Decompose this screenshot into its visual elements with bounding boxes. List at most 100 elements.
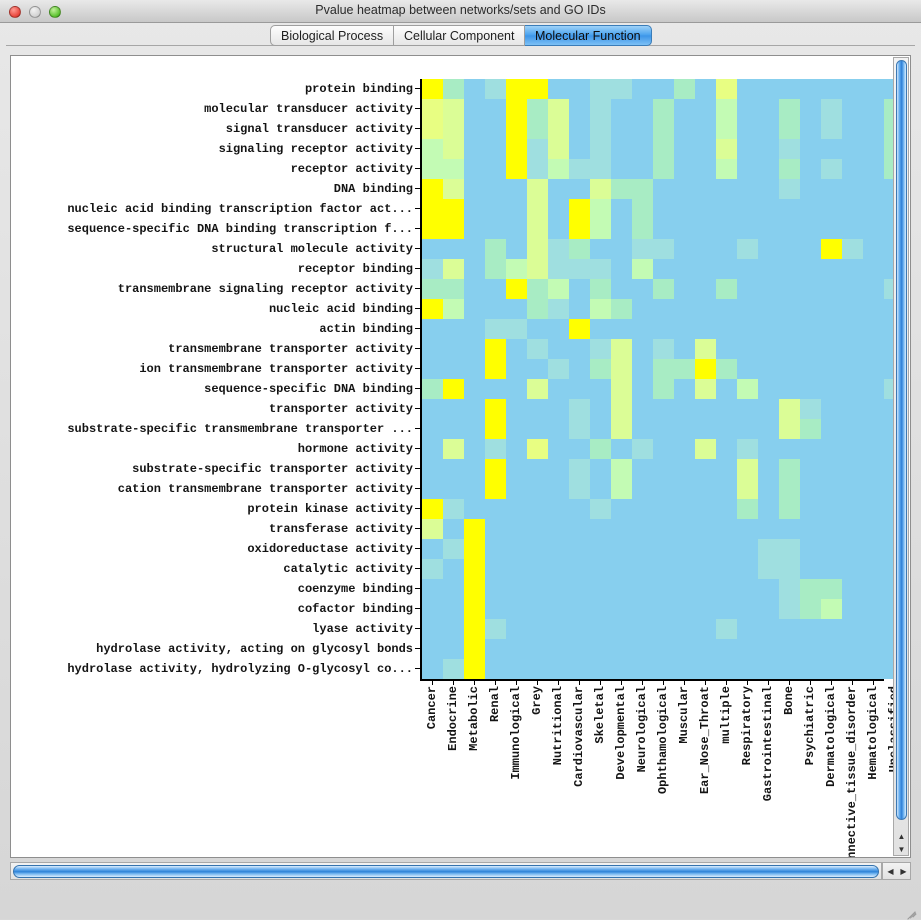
- heatmap-cell[interactable]: [884, 299, 895, 319]
- heatmap-cell[interactable]: [611, 419, 632, 439]
- heatmap-cell[interactable]: [632, 179, 653, 199]
- heatmap-cell[interactable]: [611, 379, 632, 399]
- heatmap-cell[interactable]: [695, 79, 716, 99]
- heatmap-cell[interactable]: [863, 159, 884, 179]
- heatmap-cell[interactable]: [422, 259, 443, 279]
- heatmap-cell[interactable]: [443, 99, 464, 119]
- heatmap-cell[interactable]: [695, 279, 716, 299]
- heatmap-cell[interactable]: [485, 159, 506, 179]
- heatmap-cell[interactable]: [758, 399, 779, 419]
- heatmap-cell[interactable]: [821, 399, 842, 419]
- heatmap-cell[interactable]: [611, 639, 632, 659]
- heatmap-cell[interactable]: [800, 439, 821, 459]
- heatmap-cell[interactable]: [548, 599, 569, 619]
- heatmap-cell[interactable]: [506, 239, 527, 259]
- heatmap-cell[interactable]: [569, 439, 590, 459]
- heatmap-cell[interactable]: [548, 119, 569, 139]
- heatmap-cell[interactable]: [842, 319, 863, 339]
- heatmap-cell[interactable]: [527, 639, 548, 659]
- heatmap-cell[interactable]: [821, 279, 842, 299]
- heatmap-cell[interactable]: [422, 379, 443, 399]
- heatmap-cell[interactable]: [800, 659, 821, 679]
- heatmap-cell[interactable]: [506, 639, 527, 659]
- heatmap-cell[interactable]: [821, 579, 842, 599]
- heatmap-cell[interactable]: [506, 499, 527, 519]
- heatmap-cell[interactable]: [842, 499, 863, 519]
- heatmap-cell[interactable]: [527, 659, 548, 679]
- heatmap-cell[interactable]: [884, 259, 895, 279]
- heatmap-cell[interactable]: [884, 79, 895, 99]
- heatmap-cell[interactable]: [422, 79, 443, 99]
- heatmap-cell[interactable]: [443, 139, 464, 159]
- heatmap-cell[interactable]: [737, 359, 758, 379]
- heatmap-cell[interactable]: [485, 179, 506, 199]
- heatmap-cell[interactable]: [506, 619, 527, 639]
- heatmap-cell[interactable]: [821, 139, 842, 159]
- heatmap-cell[interactable]: [548, 339, 569, 359]
- heatmap-cell[interactable]: [884, 599, 895, 619]
- heatmap-cell[interactable]: [464, 279, 485, 299]
- heatmap-cell[interactable]: [611, 439, 632, 459]
- heatmap-cell[interactable]: [653, 359, 674, 379]
- heatmap-cell[interactable]: [443, 559, 464, 579]
- heatmap-cell[interactable]: [737, 479, 758, 499]
- heatmap-cell[interactable]: [548, 299, 569, 319]
- heatmap-cell[interactable]: [464, 179, 485, 199]
- heatmap-cell[interactable]: [884, 119, 895, 139]
- heatmap-cell[interactable]: [632, 379, 653, 399]
- heatmap-cell[interactable]: [695, 599, 716, 619]
- heatmap-cell[interactable]: [443, 219, 464, 239]
- heatmap-cell[interactable]: [590, 579, 611, 599]
- heatmap-cell[interactable]: [443, 199, 464, 219]
- heatmap-cell[interactable]: [632, 199, 653, 219]
- heatmap-cell[interactable]: [779, 439, 800, 459]
- heatmap-cell[interactable]: [611, 399, 632, 419]
- heatmap-cell[interactable]: [590, 399, 611, 419]
- heatmap-cell[interactable]: [779, 179, 800, 199]
- heatmap-cell[interactable]: [590, 439, 611, 459]
- heatmap-cell[interactable]: [863, 499, 884, 519]
- heatmap-cell[interactable]: [611, 139, 632, 159]
- heatmap-cell[interactable]: [863, 239, 884, 259]
- heatmap-cell[interactable]: [506, 279, 527, 299]
- heatmap-cell[interactable]: [527, 439, 548, 459]
- heatmap-grid[interactable]: [420, 79, 895, 679]
- heatmap-cell[interactable]: [800, 259, 821, 279]
- heatmap-cell[interactable]: [632, 139, 653, 159]
- heatmap-cell[interactable]: [590, 479, 611, 499]
- heatmap-cell[interactable]: [863, 619, 884, 639]
- heatmap-cell[interactable]: [590, 419, 611, 439]
- heatmap-cell[interactable]: [737, 399, 758, 419]
- heatmap-cell[interactable]: [758, 459, 779, 479]
- heatmap-cell[interactable]: [443, 259, 464, 279]
- heatmap-cell[interactable]: [506, 419, 527, 439]
- heatmap-cell[interactable]: [800, 299, 821, 319]
- heatmap-cell[interactable]: [611, 619, 632, 639]
- heatmap-cell[interactable]: [884, 319, 895, 339]
- heatmap-cell[interactable]: [632, 79, 653, 99]
- heatmap-cell[interactable]: [842, 219, 863, 239]
- heatmap-cell[interactable]: [527, 599, 548, 619]
- heatmap-cell[interactable]: [422, 419, 443, 439]
- heatmap-cell[interactable]: [527, 199, 548, 219]
- heatmap-cell[interactable]: [758, 659, 779, 679]
- heatmap-cell[interactable]: [737, 339, 758, 359]
- heatmap-cell[interactable]: [674, 159, 695, 179]
- heatmap-cell[interactable]: [800, 199, 821, 219]
- heatmap-cell[interactable]: [443, 399, 464, 419]
- heatmap-cell[interactable]: [464, 519, 485, 539]
- heatmap-cell[interactable]: [464, 339, 485, 359]
- heatmap-cell[interactable]: [695, 659, 716, 679]
- heatmap-cell[interactable]: [695, 299, 716, 319]
- heatmap-cell[interactable]: [737, 139, 758, 159]
- heatmap-cell[interactable]: [611, 559, 632, 579]
- heatmap-cell[interactable]: [548, 179, 569, 199]
- heatmap-cell[interactable]: [632, 319, 653, 339]
- heatmap-cell[interactable]: [422, 659, 443, 679]
- heatmap-cell[interactable]: [464, 619, 485, 639]
- heatmap-cell[interactable]: [821, 419, 842, 439]
- heatmap-cell[interactable]: [800, 619, 821, 639]
- heatmap-cell[interactable]: [842, 359, 863, 379]
- heatmap-cell[interactable]: [422, 539, 443, 559]
- heatmap-cell[interactable]: [653, 639, 674, 659]
